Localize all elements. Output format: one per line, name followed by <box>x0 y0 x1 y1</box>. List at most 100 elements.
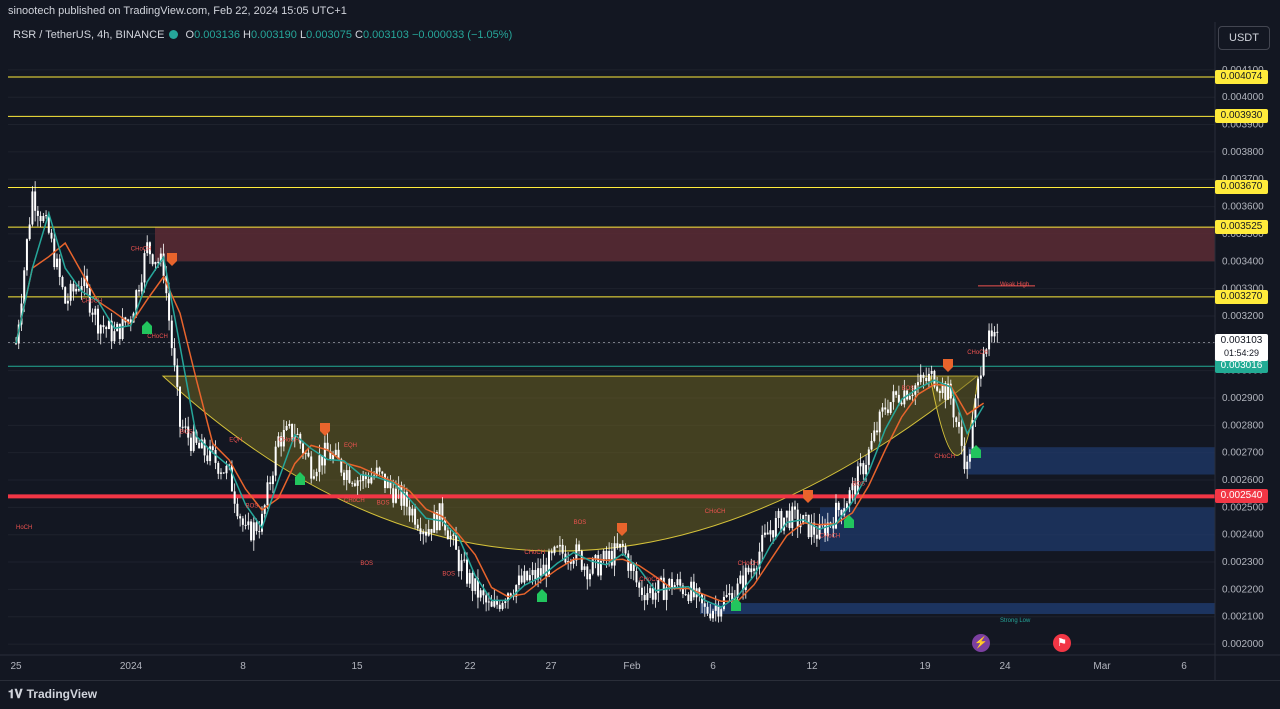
candle[interactable] <box>774 511 777 540</box>
candle[interactable] <box>485 592 488 612</box>
candle[interactable] <box>233 483 236 514</box>
candle[interactable] <box>630 555 632 579</box>
candle[interactable] <box>763 524 766 538</box>
candle[interactable] <box>422 529 425 545</box>
candle[interactable] <box>474 578 477 595</box>
candle[interactable] <box>791 502 794 536</box>
candle[interactable] <box>187 416 190 446</box>
candle[interactable] <box>949 379 952 405</box>
candle[interactable] <box>405 487 408 516</box>
candle[interactable] <box>520 568 523 585</box>
candle[interactable] <box>39 211 42 228</box>
candle[interactable] <box>99 324 102 345</box>
candle[interactable] <box>148 241 151 264</box>
candle[interactable] <box>990 323 993 343</box>
candle[interactable] <box>356 476 359 495</box>
candle[interactable] <box>616 533 619 550</box>
candle[interactable] <box>252 515 255 551</box>
candle[interactable] <box>277 432 280 448</box>
candle[interactable] <box>192 424 195 453</box>
candle[interactable] <box>640 580 643 601</box>
candle[interactable] <box>709 604 712 621</box>
candle[interactable] <box>794 500 796 519</box>
candle[interactable] <box>83 265 86 296</box>
candle[interactable] <box>837 501 840 517</box>
candle[interactable] <box>239 513 242 527</box>
candle[interactable] <box>20 293 23 331</box>
candle[interactable] <box>189 433 192 457</box>
candle[interactable] <box>761 525 764 562</box>
candle[interactable] <box>288 420 291 429</box>
candle[interactable] <box>517 565 520 590</box>
candle[interactable] <box>146 235 149 257</box>
candle[interactable] <box>285 421 288 431</box>
candle[interactable] <box>312 469 315 480</box>
candle[interactable] <box>526 570 529 582</box>
candle[interactable] <box>925 367 928 385</box>
candle[interactable] <box>244 514 247 530</box>
candle[interactable] <box>427 519 430 537</box>
candle[interactable] <box>302 440 304 459</box>
candle[interactable] <box>750 558 753 579</box>
candle[interactable] <box>534 562 537 586</box>
candle[interactable] <box>140 274 143 297</box>
candle[interactable] <box>179 386 181 438</box>
candle[interactable] <box>28 217 31 241</box>
candle[interactable] <box>438 503 441 531</box>
candle[interactable] <box>859 453 862 475</box>
candle[interactable] <box>654 582 657 608</box>
candle[interactable] <box>321 455 324 475</box>
candle[interactable] <box>728 583 731 602</box>
candle[interactable] <box>209 439 212 466</box>
candle[interactable] <box>80 277 83 300</box>
candle[interactable] <box>471 569 474 602</box>
candle[interactable] <box>958 411 960 434</box>
candle[interactable] <box>810 514 813 545</box>
candle[interactable] <box>556 544 559 549</box>
candle[interactable] <box>818 513 821 540</box>
candle[interactable] <box>851 477 854 501</box>
candle[interactable] <box>269 476 272 491</box>
candle[interactable] <box>632 562 635 581</box>
candle[interactable] <box>392 479 395 508</box>
candle[interactable] <box>583 563 586 577</box>
candle[interactable] <box>876 421 878 436</box>
candle[interactable] <box>452 531 455 546</box>
candle[interactable] <box>649 585 652 598</box>
candle[interactable] <box>968 449 971 469</box>
candle[interactable] <box>184 417 187 434</box>
candle[interactable] <box>927 367 930 389</box>
candle[interactable] <box>411 505 414 523</box>
candle[interactable] <box>45 210 48 219</box>
candle[interactable] <box>996 323 999 343</box>
candle[interactable] <box>619 543 622 552</box>
candle[interactable] <box>105 325 108 338</box>
candle[interactable] <box>539 558 542 584</box>
candle[interactable] <box>873 421 876 443</box>
candle[interactable] <box>337 442 340 460</box>
candle[interactable] <box>403 484 406 516</box>
candle[interactable] <box>941 377 944 399</box>
candle[interactable] <box>988 323 991 357</box>
candle[interactable] <box>550 548 553 561</box>
candle[interactable] <box>911 385 914 402</box>
candle[interactable] <box>271 471 274 494</box>
candle[interactable] <box>897 385 900 406</box>
candle[interactable] <box>266 475 269 509</box>
candle[interactable] <box>848 487 851 513</box>
candle[interactable] <box>58 254 61 286</box>
candle[interactable] <box>895 390 898 398</box>
candle[interactable] <box>725 584 728 598</box>
candle[interactable] <box>135 289 138 318</box>
candle[interactable] <box>613 536 616 577</box>
candle[interactable] <box>886 399 889 416</box>
candle[interactable] <box>575 538 578 567</box>
candle[interactable] <box>881 403 884 418</box>
candle[interactable] <box>884 398 887 415</box>
candle[interactable] <box>280 432 283 457</box>
candle[interactable] <box>832 517 835 538</box>
candle[interactable] <box>476 569 479 609</box>
candle[interactable] <box>597 550 600 577</box>
candle[interactable] <box>788 503 791 531</box>
candle[interactable] <box>419 517 422 541</box>
